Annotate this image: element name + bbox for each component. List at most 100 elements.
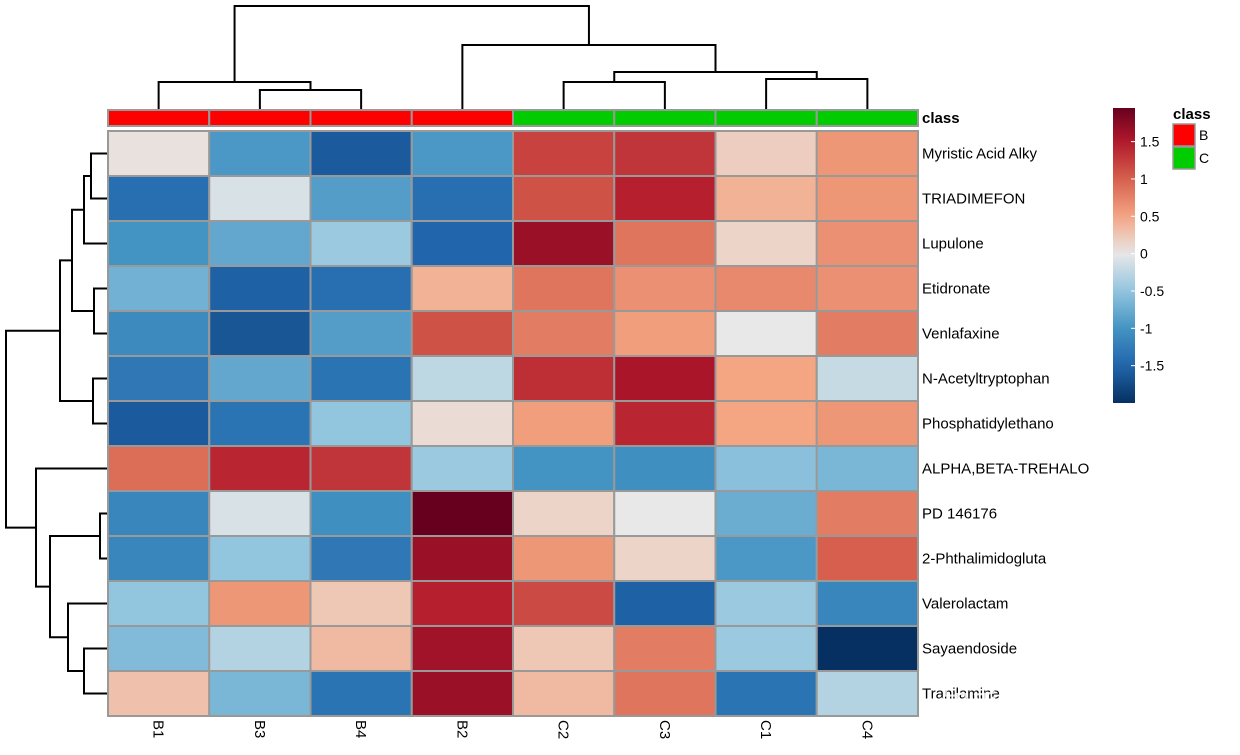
- heatmap-cell: [815, 535, 919, 582]
- column-label: B4: [352, 720, 369, 738]
- heatmap-cell: [107, 625, 211, 672]
- heatmap-cell: [208, 535, 312, 582]
- heatmap-cell: [208, 580, 312, 627]
- heatmap-cell: [107, 355, 211, 402]
- class-annotation-cell: [512, 109, 616, 127]
- row-label: ALPHA,BETA-TREHALO: [922, 461, 1089, 478]
- heatmap-cell: [512, 535, 616, 582]
- row-label: Phosphatidylethano: [922, 416, 1054, 433]
- heatmap-cell: [714, 310, 818, 357]
- heatmap-cell: [208, 130, 312, 177]
- dendrogram-branch: [83, 175, 108, 245]
- dendrogram-branch: [49, 535, 100, 639]
- heatmap-cell: [309, 400, 413, 447]
- heatmap-cell: [410, 265, 514, 312]
- colorbar-tick-label: -1: [1140, 320, 1153, 336]
- heatmap-cell: [107, 670, 211, 717]
- heatmap-cell: [208, 625, 312, 672]
- heatmap-cell: [714, 175, 818, 222]
- heatmap-cell: [309, 220, 413, 267]
- heatmap-cell: [309, 535, 413, 582]
- colorbar-tick-label: -0.5: [1140, 283, 1164, 299]
- class-annotation-cell: [410, 109, 514, 127]
- row-label: PD 146176: [922, 506, 997, 523]
- heatmap-cell: [613, 625, 717, 672]
- heatmap-cell: [410, 670, 514, 717]
- heatmap-cell: [107, 265, 211, 312]
- row-label: TRIADIMEFON: [922, 191, 1025, 208]
- row-label: Valerolactam: [922, 596, 1008, 613]
- heatmap-cell: [815, 130, 919, 177]
- colorbar-gradient: [1113, 108, 1135, 403]
- column-label: C1: [757, 720, 774, 739]
- heatmap-cell: [107, 490, 211, 537]
- heatmap-cell: [815, 625, 919, 672]
- row-label: Tranilamine: [922, 686, 1000, 703]
- column-dendrogram: [157, 5, 869, 110]
- class-annotation-cell: [714, 109, 818, 127]
- dendrogram-branch: [233, 5, 590, 82]
- heatmap-cell: [613, 310, 717, 357]
- class-legend: class BC: [1172, 106, 1211, 170]
- dendrogram-branch: [92, 377, 108, 425]
- heatmap-cell: [815, 400, 919, 447]
- heatmap-cell: [410, 445, 514, 492]
- dendrogram-branch: [613, 71, 818, 82]
- dendrogram-branch: [157, 81, 312, 110]
- column-label: B2: [453, 720, 470, 738]
- heatmap-cell: [107, 130, 211, 177]
- heatmap-cell: [410, 175, 514, 222]
- heatmap-cell: [208, 265, 312, 312]
- heatmap-cell: [107, 535, 211, 582]
- heatmap-cell: [208, 310, 312, 357]
- row-label: Venlafaxine: [922, 326, 1000, 343]
- dendrogram-branch: [93, 287, 108, 335]
- column-labels: B1 B3 B4 B2 C2 C3 C1 C4: [150, 720, 876, 739]
- heatmap-cell: [815, 175, 919, 222]
- heatmap-cell: [512, 670, 616, 717]
- heatmap-cell: [309, 310, 413, 357]
- heatmap-cell: [815, 490, 919, 537]
- row-label: Sayaendoside: [922, 641, 1017, 658]
- heatmap-cell: [410, 310, 514, 357]
- row-label: Etidronate: [922, 281, 990, 298]
- colorbar-tick-label: 0: [1140, 246, 1148, 262]
- heatmap-cell: [309, 130, 413, 177]
- class-legend-label: B: [1199, 127, 1208, 143]
- heatmap-cell: [714, 130, 818, 177]
- row-labels: Myristic Acid Alky TRIADIMEFON Lupulone Eti…: [922, 146, 1089, 703]
- heatmap-cell: [309, 625, 413, 672]
- heatmap-cell: [309, 355, 413, 402]
- heatmap-cell: [815, 220, 919, 267]
- row-label: Myristic Acid Alky: [922, 146, 1038, 163]
- heatmap-cell: [815, 670, 919, 717]
- heatmap-cell: [107, 580, 211, 627]
- column-label: B3: [251, 720, 268, 738]
- heatmap-cell: [107, 400, 211, 447]
- class-annotation-bar: [107, 109, 919, 127]
- colorbar-tick-label: 1.5: [1140, 134, 1160, 150]
- column-label: C2: [555, 720, 572, 739]
- heatmap-cell: [815, 580, 919, 627]
- heatmap-cell: [309, 670, 413, 717]
- heatmap-cell: [714, 535, 818, 582]
- heatmap-cell: [309, 175, 413, 222]
- heatmap-cell: [512, 130, 616, 177]
- heatmap-cell: [107, 310, 211, 357]
- heatmap-cell: [309, 265, 413, 312]
- heatmap-cell: [714, 220, 818, 267]
- heatmap-cell: [815, 445, 919, 492]
- class-legend-swatch: [1172, 123, 1196, 147]
- heatmap-cell: [208, 490, 312, 537]
- row-dendrogram: [5, 152, 108, 695]
- heatmap-cell: [714, 625, 818, 672]
- colorbar-legend: 1.5 1 0.5 0 -0.5 -1 -1.5: [1113, 108, 1164, 403]
- heatmap-cell: [410, 625, 514, 672]
- heatmap-cell: [714, 580, 818, 627]
- heatmap-cell: [208, 355, 312, 402]
- watermark-text: 知乎 @如期生物: [940, 689, 1160, 724]
- class-annotation-cell: [613, 109, 717, 127]
- heatmap-cell: [107, 220, 211, 267]
- heatmap-cell: [512, 310, 616, 357]
